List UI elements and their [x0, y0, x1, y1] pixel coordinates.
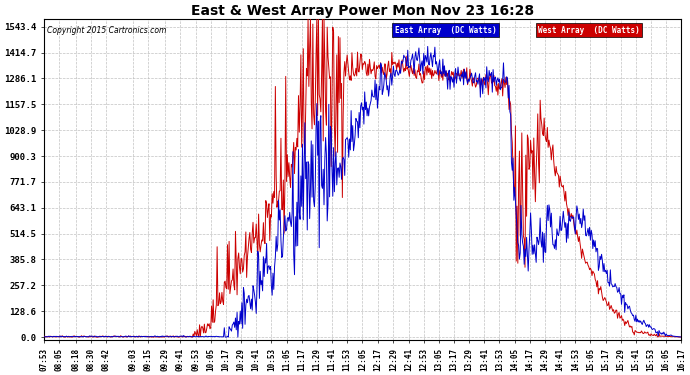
Text: West Array  (DC Watts): West Array (DC Watts): [538, 26, 640, 35]
Text: East Array  (DC Watts): East Array (DC Watts): [395, 26, 496, 35]
Title: East & West Array Power Mon Nov 23 16:28: East & West Array Power Mon Nov 23 16:28: [191, 4, 534, 18]
Text: Copyright 2015 Cartronics.com: Copyright 2015 Cartronics.com: [47, 26, 166, 35]
